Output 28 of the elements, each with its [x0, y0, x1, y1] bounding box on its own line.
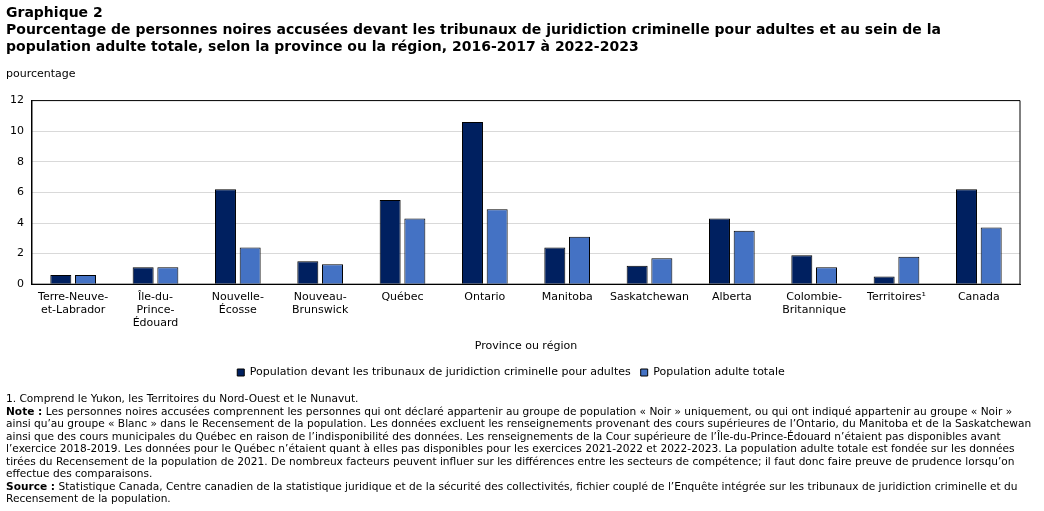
x-tick-label: Alberta: [711, 289, 752, 303]
x-tick-label: Ontario: [464, 289, 506, 303]
x-tick-label: Nouveau-Brunswick: [292, 289, 349, 316]
x-axis-title: Province ou région: [474, 339, 578, 353]
text: 1. Comprend le Yukon, les Territoires du Nord-Ouest et le Nunavut.: [6, 392, 360, 405]
y-tick-label: 2: [17, 246, 24, 260]
y-tick-label: 0: [17, 277, 24, 291]
y-tick-label: 10: [10, 124, 24, 138]
chart-subtitle: Pourcentage de personnes noires accusées devant les tribunaux de juridiction criminelle pour adultes et au sein de la population adulte totale, selon la province ou la région, 2016-2017 à 2022-2023: [6, 21, 942, 55]
legend-label: Population devant les tribunaux de juridiction criminelle pour adultes: [249, 365, 631, 379]
x-tick-label: Saskatchewan: [609, 289, 690, 303]
x-tick-label: Territoires¹: [866, 289, 926, 303]
x-tick-label: Québec: [381, 289, 424, 303]
legend-label: Population adulte totale: [653, 365, 785, 379]
chart-title: Graphique 2: [6, 4, 103, 21]
y-axis-title: pourcentage: [6, 67, 76, 80]
x-tick-label: Manitoba: [541, 289, 593, 303]
y-tick-label: 8: [17, 154, 24, 168]
source-note: Source : Statistique Canada, Centre canadien de la statistique juridique et de la sécurité des collectivités, fichier couplé de l’Enquête intégrée sur les tribunaux de juridiction criminelle et du Recensement de la population.: [6, 479, 1019, 505]
x-tick-label: Île-du-Prince-Édouard: [132, 289, 179, 330]
y-tick-label: 12: [10, 93, 24, 107]
y-tick-label: 6: [17, 185, 24, 199]
y-tick-label: 4: [17, 215, 24, 229]
text: Note : Les personnes noires accusées comprennent les personnes qui ont déclaré appartenir au groupe de population « Noir » uniquement, ou qui ont indiqué appartenir au groupe « Noir » ainsi qu’au groupe « Blanc » dans le Recensement de la population. Les données excluent les renseignements provenant des cours supérieures de l’Ontario, du Manitoba et de la Saskatchewan ainsi que des cours municipales du Québec en raison de l’indisponibilité des données. Les renseignements de la Cour supérieure de l’Île-du-Prince-Édouard n’étaient pas disponibles avant l’exercice 2018-2019. Les données pour le Québec n’étaient quant à elles pas disponibles pour les exercices 2021-2022 et 2022-2023. La population adulte totale est fondée sur les données tirées du Recensement de la population de 2021. De nombreux facteurs peuvent influer sur les différences entre les secteurs de compétence; il faut donc faire preuve de prudence lorsqu’on effectue des comparaisons.: [6, 404, 1033, 480]
x-tick-label: Nouvelle-Écosse: [211, 289, 264, 316]
x-tick-label: Terre-Neuve-et-Labrador: [37, 289, 109, 316]
x-tick-label: Colombie-Britannique: [782, 289, 847, 316]
x-tick-label: Canada: [957, 289, 1000, 303]
